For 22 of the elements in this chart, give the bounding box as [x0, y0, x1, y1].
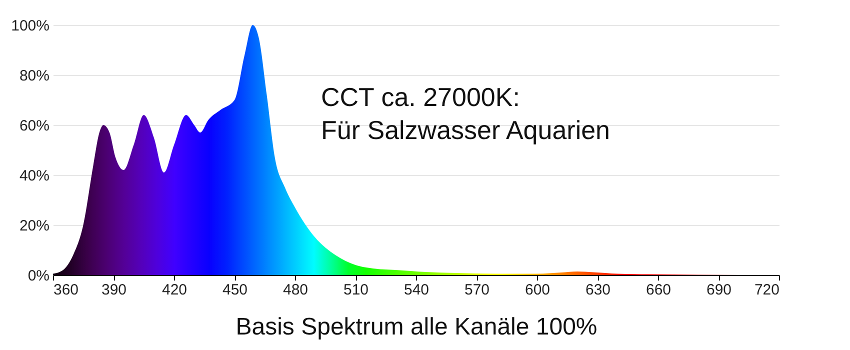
- y-tick-label: 60%: [19, 118, 50, 134]
- x-tick-label: 690: [706, 282, 732, 298]
- y-tick-label: 20%: [19, 218, 50, 234]
- y-tick-label: 40%: [19, 168, 50, 184]
- x-tick-label: 390: [101, 282, 127, 298]
- x-tick-label: 420: [162, 282, 188, 298]
- annotation: CCT ca. 27000K:: [321, 82, 520, 112]
- x-tick-label: 480: [282, 282, 308, 298]
- y-tick-label: 0%: [28, 268, 50, 284]
- y-tick-label: 80%: [19, 68, 50, 84]
- x-tick-label: 540: [404, 282, 430, 298]
- x-tick-label: 720: [754, 282, 780, 298]
- x-tick-label: 360: [54, 282, 79, 298]
- x-axis-title: Basis Spektrum alle Kanäle 100%: [236, 314, 598, 340]
- x-tick-label: 510: [343, 282, 369, 298]
- y-tick-label: 100%: [11, 18, 50, 34]
- annotation: Für Salzwasser Aquarien: [321, 115, 610, 145]
- x-tick-label: 660: [646, 282, 672, 298]
- x-tick-label: 600: [524, 282, 550, 298]
- x-tick-label: 450: [222, 282, 248, 298]
- x-tick-label: 570: [464, 282, 490, 298]
- x-tick-label: 630: [585, 282, 611, 298]
